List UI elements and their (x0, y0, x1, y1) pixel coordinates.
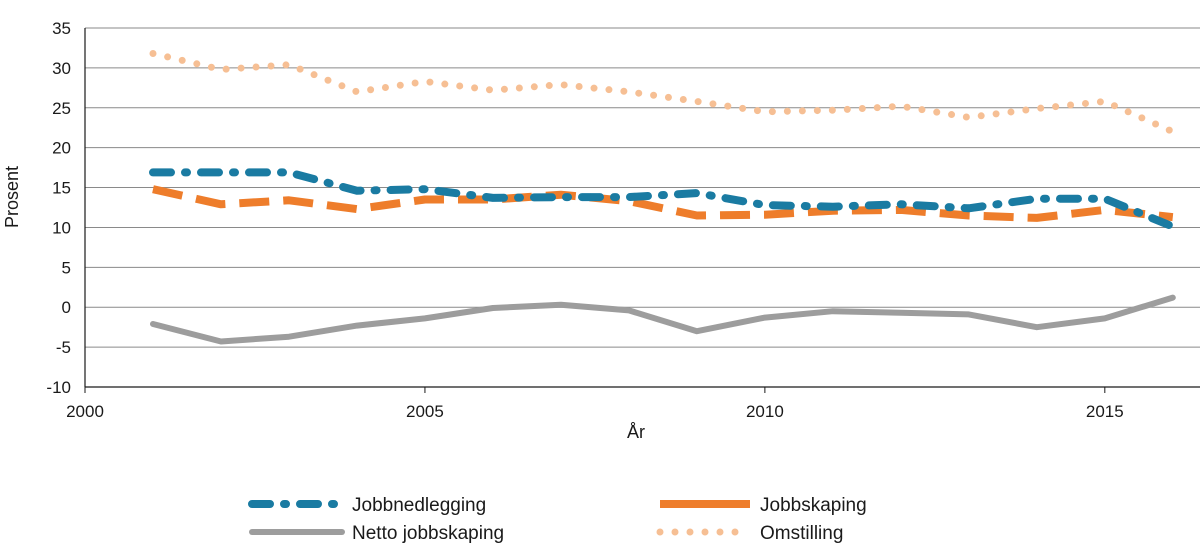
legend-label-omstilling: Omstilling (760, 523, 843, 544)
y-tick-labels: -10 -5 0 5 10 15 20 25 30 35 (46, 19, 71, 397)
y-tick-label: 10 (52, 218, 71, 237)
series-line-jobbskaping (152, 185, 1174, 222)
y-tick-label: 20 (52, 139, 71, 158)
series-line-omstilling (149, 50, 1177, 136)
gridlines (85, 27, 1200, 348)
x-tick-label: 2005 (406, 402, 444, 421)
x-tick-labels: 2000 2005 2010 2015 (66, 402, 1124, 421)
x-tick-label: 2000 (66, 402, 104, 421)
y-tick-label: -10 (46, 378, 71, 397)
y-tick-label: 25 (52, 99, 71, 118)
x-axis-title: År (627, 422, 645, 442)
legend-label-jobbskaping: Jobbskaping (760, 495, 867, 516)
y-tick-label: 5 (62, 258, 71, 277)
y-tick-label: -5 (56, 338, 71, 357)
x-tick-label: 2010 (746, 402, 784, 421)
y-tick-label: 15 (52, 179, 71, 198)
series-line-jobbnedlegging (149, 168, 1177, 231)
legend: Jobbnedlegging Jobbskaping Netto jobbskapi… (248, 495, 867, 544)
series-line-netto-jobbskaping (150, 294, 1176, 345)
series-lines (149, 50, 1177, 345)
y-tick-label: 35 (52, 19, 71, 38)
legend-label-netto-jobbskaping: Netto jobbskaping (352, 523, 504, 544)
x-tick-label: 2015 (1086, 402, 1124, 421)
y-tick-label: 0 (62, 298, 71, 317)
axes (84, 28, 1200, 393)
legend-label-jobbnedlegging: Jobbnedlegging (352, 495, 486, 516)
y-tick-label: 30 (52, 59, 71, 78)
y-axis-title: Prosent (2, 166, 22, 228)
